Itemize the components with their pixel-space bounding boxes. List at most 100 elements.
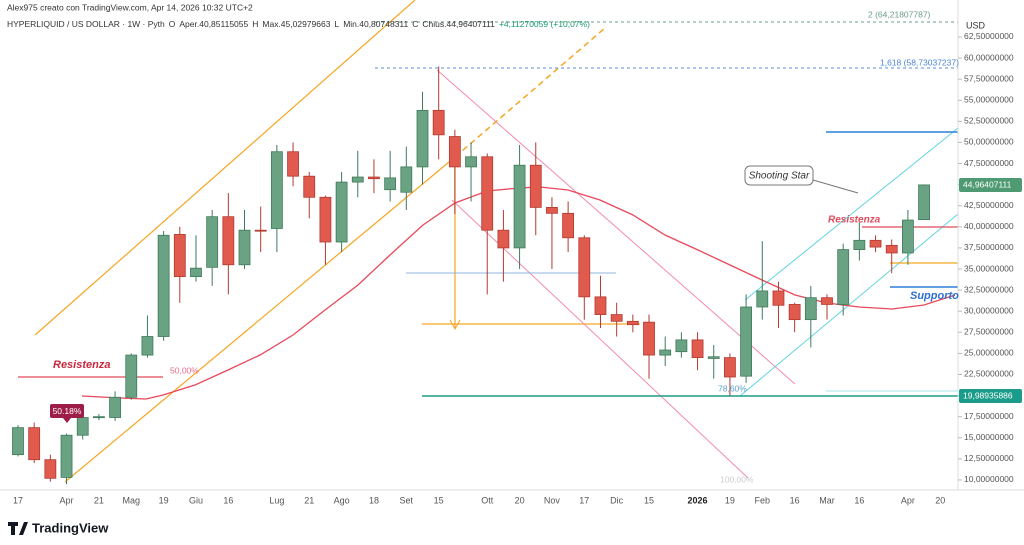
y-tick-label: 32,50000000 <box>964 284 1014 294</box>
price-label-box <box>959 389 1022 403</box>
y-tick-label: 37,50000000 <box>964 242 1014 252</box>
x-tick-label: 17 <box>13 495 23 505</box>
candle-body <box>222 216 235 266</box>
axes: 10,00000000 12,50000000 15,00000000 17,5000… <box>13 31 1022 505</box>
annotation: Resistenza <box>53 359 110 371</box>
candle-body <box>691 339 704 359</box>
x-tick-label: Mag <box>123 495 141 505</box>
y-tick-label: 35,00000000 <box>964 263 1014 273</box>
candle-body <box>788 304 801 321</box>
y-axis-unit: USD <box>966 20 986 30</box>
annotation: 50.18% <box>53 406 82 416</box>
candle-body <box>93 416 105 419</box>
y-tick-label: 25,00000000 <box>964 348 1014 358</box>
candle-body <box>610 314 623 322</box>
price-label: 44,96407111 <box>963 179 1012 189</box>
x-tick-label: 19 <box>159 495 169 505</box>
x-tick-label: 17 <box>579 495 589 505</box>
y-tick-label: 17,50000000 <box>964 411 1014 421</box>
candle-body <box>707 356 720 359</box>
candle-body <box>109 396 121 418</box>
candle-body <box>303 175 316 198</box>
candle-body <box>141 336 154 356</box>
x-tick-label: 21 <box>304 495 314 505</box>
channel-line <box>744 127 959 301</box>
y-tick-label: 62,50000000 <box>964 31 1014 41</box>
badge <box>50 404 84 418</box>
candle-body <box>821 297 833 305</box>
channel-line <box>739 213 959 397</box>
candle-body <box>157 234 170 337</box>
x-tick-label: 15 <box>434 495 444 505</box>
candle-body <box>578 237 591 298</box>
legend-item: Chius.44,96407111 <box>422 19 495 29</box>
candle-body <box>481 156 494 231</box>
candle-body <box>756 290 769 308</box>
candle-body <box>384 177 397 191</box>
y-tick-label: 42,50000000 <box>964 200 1014 210</box>
x-tick-label: Giu <box>189 495 203 505</box>
annotation: Shooting Star <box>749 171 810 182</box>
candle-body <box>740 306 752 377</box>
candle-body <box>659 349 672 356</box>
y-tick-label: 40,00000000 <box>964 221 1014 231</box>
candle-body <box>125 354 138 398</box>
channel-line <box>454 27 606 158</box>
annotation: 2 (64,21807787) <box>868 9 931 19</box>
legend-item: Min.40,80748311 <box>343 19 408 29</box>
y-tick-label: 52,50000000 <box>964 116 1014 126</box>
badge-pointer <box>63 418 71 423</box>
x-tick-label: 16 <box>790 495 800 505</box>
candle-body <box>675 339 688 353</box>
y-tick-label: 15,00000000 <box>964 432 1014 442</box>
candles <box>12 66 930 485</box>
candle-body <box>497 229 510 249</box>
y-tick-label: 10,00000000 <box>964 474 1014 484</box>
legend-item: C <box>412 19 418 29</box>
x-tick-label: Ago <box>334 495 350 505</box>
y-tick-label: 27,50000000 <box>964 327 1014 337</box>
candle-body <box>772 290 785 306</box>
ohlc-legend: HYPERLIQUID / US DOLLAR · 1W · Pyth O Aper… <box>7 19 590 29</box>
candle-body <box>254 229 267 232</box>
candle-body <box>853 239 866 250</box>
candle-body <box>918 184 930 221</box>
watermark-header: Alex975 creato con TradingView.com, Apr … <box>7 2 253 12</box>
callout-box <box>744 165 814 186</box>
candle-body <box>60 434 73 478</box>
x-tick-label: 2026 <box>688 495 708 505</box>
channel-line <box>64 156 456 483</box>
candle-body <box>804 297 817 321</box>
candle-body <box>173 234 186 278</box>
price-label-box <box>959 178 1022 192</box>
candle-body <box>190 267 202 278</box>
legend-item: Max.45,02979663 <box>262 19 330 29</box>
y-tick-label: 47,50000000 <box>964 158 1014 168</box>
y-tick-label: 57,50000000 <box>964 73 1014 83</box>
x-tick-label: Feb <box>755 495 771 505</box>
y-tick-label: 55,00000000 <box>964 94 1014 104</box>
brand-name: TradingView <box>32 520 109 535</box>
candle-body <box>432 109 445 136</box>
candle-body <box>594 296 607 315</box>
legend-item: Aper.40,85115055 <box>179 19 248 29</box>
x-tick-label: Lug <box>269 495 284 505</box>
x-tick-label: 20 <box>515 495 525 505</box>
candle-body <box>465 156 477 168</box>
y-tick-label: 12,50000000 <box>964 453 1014 463</box>
candle-body <box>270 151 283 229</box>
candle-body <box>448 136 461 168</box>
price-label: 19,98935886 <box>963 390 1013 400</box>
candle-body <box>44 459 57 479</box>
candle-body <box>206 216 219 268</box>
legend-item: L <box>334 19 339 29</box>
x-tick-label: Ott <box>481 495 494 505</box>
candle-body <box>12 427 24 456</box>
y-tick-label: 22,50000000 <box>964 369 1014 379</box>
annotation: 100,00% <box>720 474 754 484</box>
annotation: Supporto <box>910 290 959 302</box>
x-tick-label: Nov <box>544 495 561 505</box>
legend-item: O <box>169 19 176 29</box>
candle-body <box>643 321 655 356</box>
